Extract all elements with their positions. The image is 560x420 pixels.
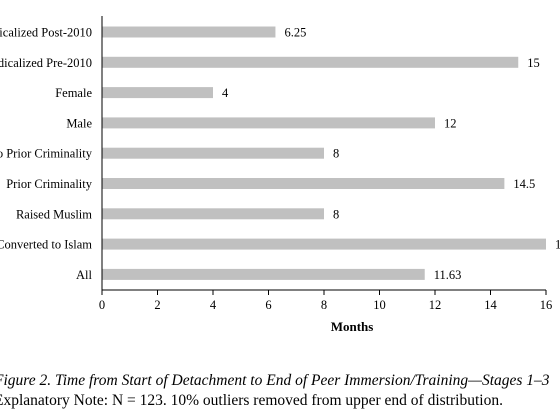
x-tick-label: 8 xyxy=(321,298,327,312)
value-labels: 6.25 15 4 12 8 14.5 8 16 11.63 xyxy=(222,26,560,282)
x-tick-label: 14 xyxy=(484,298,497,312)
bar xyxy=(102,268,425,280)
bar xyxy=(102,87,213,99)
category-label: All xyxy=(76,268,93,282)
category-label: Radicalized Post-2010 xyxy=(0,26,92,40)
value-label: 12 xyxy=(444,116,457,130)
x-axis-title: Months xyxy=(331,319,374,334)
category-label: No Prior Criminality xyxy=(0,147,93,161)
category-label: Converted to Islam xyxy=(0,238,92,252)
x-tick-label: 10 xyxy=(373,298,386,312)
value-label: 11.63 xyxy=(434,268,462,282)
bar xyxy=(102,147,324,159)
bar xyxy=(102,56,519,68)
category-label: Prior Criminality xyxy=(6,177,93,191)
bars-group xyxy=(102,26,546,280)
bar xyxy=(102,117,435,129)
value-label: 16 xyxy=(555,238,560,252)
value-label: 8 xyxy=(333,207,339,221)
bar xyxy=(102,208,324,220)
bar xyxy=(102,178,505,189)
x-tick-label: 12 xyxy=(429,298,442,312)
x-tick-label: 16 xyxy=(540,298,553,312)
x-tick-label: 6 xyxy=(265,298,271,312)
value-label: 15 xyxy=(527,56,540,70)
category-label: Male xyxy=(66,116,92,130)
value-label: 4 xyxy=(222,86,229,100)
figure-caption: Figure 2. Time from Start of Detachment … xyxy=(0,372,550,389)
bar xyxy=(102,238,546,250)
value-label: 8 xyxy=(333,147,339,161)
bar-chart: Radicalized Post-2010 Radicalized Pre-201… xyxy=(0,16,560,334)
category-label: Female xyxy=(55,86,92,100)
bar xyxy=(102,26,276,38)
x-tick-label: 2 xyxy=(154,298,160,312)
value-label: 14.5 xyxy=(513,177,535,191)
category-label: Raised Muslim xyxy=(16,207,92,221)
x-tick-label: 4 xyxy=(210,298,217,312)
x-axis: 0 2 4 6 8 10 12 14 16 xyxy=(99,16,552,312)
explanatory-note: Explanatory Note: N = 123. 10% outliers … xyxy=(0,392,503,409)
category-labels: Radicalized Post-2010 Radicalized Pre-201… xyxy=(0,26,93,282)
x-tick-label: 0 xyxy=(99,298,105,312)
value-label: 6.25 xyxy=(284,26,306,40)
category-label: Radicalized Pre-2010 xyxy=(0,56,92,70)
